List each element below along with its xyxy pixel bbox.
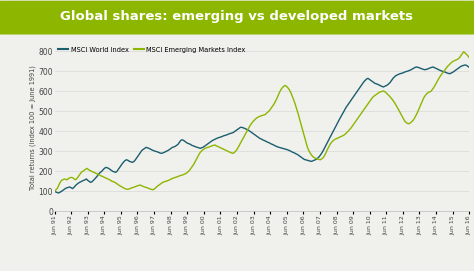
FancyBboxPatch shape [0,1,474,34]
Text: Global shares: emerging vs developed markets: Global shares: emerging vs developed mar… [61,10,413,23]
Y-axis label: Total returns (index 100 = June 1991): Total returns (index 100 = June 1991) [29,65,36,190]
Legend: MSCI World Index, MSCI Emerging Markets Index: MSCI World Index, MSCI Emerging Markets … [58,47,246,53]
